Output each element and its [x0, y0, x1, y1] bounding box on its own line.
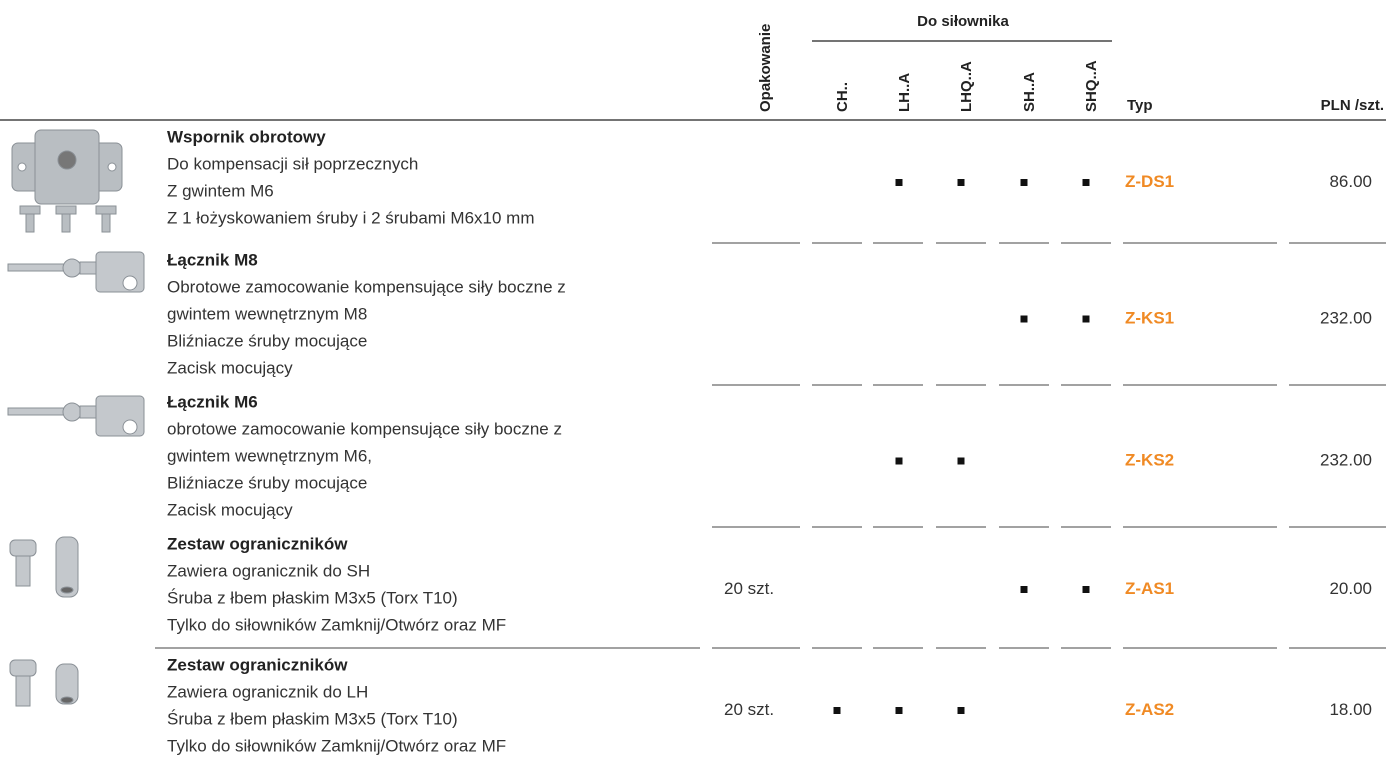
product-line: Z gwintem M6	[167, 181, 274, 200]
product-line: Z 1 łożyskowaniem śruby i 2 śrubami M6x1…	[167, 208, 535, 227]
actuator-header: LHQ..A	[958, 61, 975, 112]
product-line: Obrotowe zamocowanie kompensujące siły b…	[167, 277, 566, 296]
product-title: Zestaw ograniczników	[167, 534, 348, 553]
fit-mark	[1020, 586, 1028, 593]
type-code: Z-KS1	[1125, 308, 1174, 327]
type-header: Typ	[1127, 97, 1153, 114]
product-line: Do kompensacji sił poprzecznych	[167, 154, 418, 173]
product-line: obrotowe zamocowanie kompensujące siły b…	[167, 419, 562, 438]
price: 86.00	[1329, 172, 1372, 191]
product-line: Śruba z łbem płaskim M3x5 (Torx T10)	[167, 709, 458, 728]
group-header: Do siłownika	[917, 13, 1009, 30]
actuator-header: SHQ..A	[1083, 60, 1100, 112]
product-line: Tylko do siłowników Zamknij/Otwórz oraz …	[167, 615, 506, 634]
product-line: Zacisk mocujący	[167, 500, 293, 519]
fit-mark	[957, 179, 965, 186]
type-code: Z-DS1	[1125, 172, 1174, 191]
product-image	[7, 395, 145, 437]
product-line: Bliźniacze śruby mocujące	[167, 473, 367, 492]
type-code: Z-AS2	[1125, 700, 1174, 719]
price-header: PLN /szt.	[1321, 97, 1384, 114]
product-line: gwintem wewnętrznym M8	[167, 304, 367, 323]
actuator-header: CH..	[834, 82, 851, 112]
price: 232.00	[1320, 450, 1372, 469]
type-code: Z-KS2	[1125, 450, 1174, 469]
fit-mark	[1082, 179, 1090, 186]
price: 232.00	[1320, 308, 1372, 327]
product-image	[7, 251, 145, 293]
product-line: Bliźniacze śruby mocujące	[167, 331, 367, 350]
price: 18.00	[1329, 700, 1372, 719]
fit-mark	[895, 707, 903, 714]
product-title: Łącznik M6	[167, 392, 258, 411]
fit-mark	[895, 179, 903, 186]
packaging: 20 szt.	[724, 579, 774, 598]
type-code: Z-AS1	[1125, 579, 1174, 598]
fit-mark	[1020, 315, 1028, 323]
actuator-header: LH..A	[896, 73, 913, 112]
fit-mark	[957, 457, 965, 465]
product-line: gwintem wewnętrznym M6,	[167, 446, 372, 465]
product-title: Zestaw ograniczników	[167, 655, 348, 674]
product-line: Zacisk mocujący	[167, 358, 293, 377]
product-line: Zawiera ogranicznik do LH	[167, 682, 368, 701]
packaging: 20 szt.	[724, 700, 774, 719]
fit-mark	[895, 457, 903, 465]
product-title: Łącznik M8	[167, 250, 258, 269]
product-image	[9, 536, 79, 598]
fit-mark	[1020, 179, 1028, 186]
product-line: Tylko do siłowników Zamknij/Otwórz oraz …	[167, 736, 506, 755]
product-line: Śruba z łbem płaskim M3x5 (Torx T10)	[167, 588, 458, 607]
product-line: Zawiera ogranicznik do SH	[167, 561, 370, 580]
product-image	[9, 659, 79, 707]
fit-mark	[1082, 315, 1090, 323]
packaging-header: Opakowanie	[757, 24, 774, 112]
fit-mark	[833, 707, 841, 714]
fit-mark	[1082, 586, 1090, 593]
price: 20.00	[1329, 579, 1372, 598]
fit-mark	[957, 707, 965, 714]
actuator-header: SH..A	[1021, 72, 1038, 112]
product-title: Wspornik obrotowy	[167, 127, 326, 146]
product-image	[11, 129, 123, 233]
